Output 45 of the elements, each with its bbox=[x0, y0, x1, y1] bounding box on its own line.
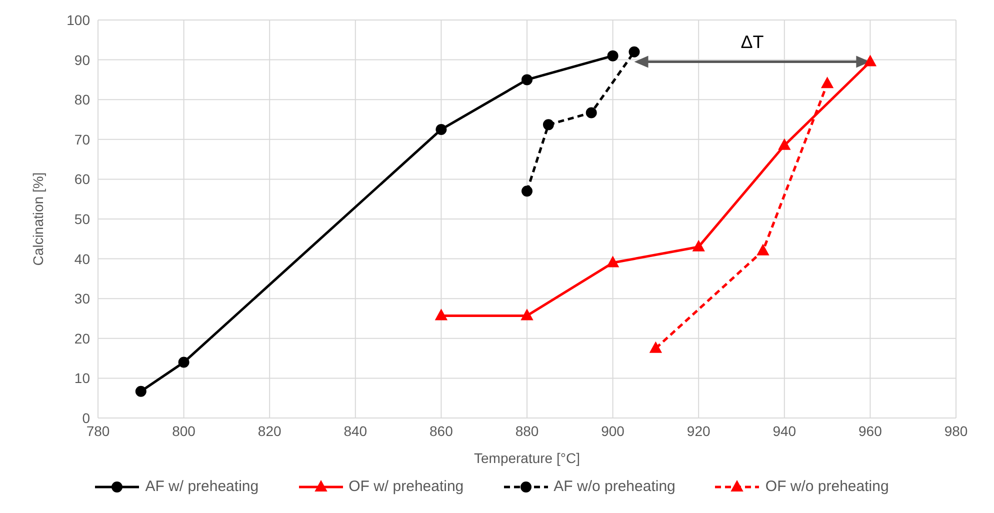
point bbox=[864, 55, 876, 66]
x-tick-label: 880 bbox=[515, 422, 539, 439]
annotation: ΔT bbox=[740, 32, 764, 52]
y-tick-label: 90 bbox=[74, 52, 90, 68]
x-tick-label: 860 bbox=[430, 422, 454, 439]
point bbox=[522, 186, 532, 197]
x-tick-label: 820 bbox=[258, 422, 282, 439]
legend-label: OF w/ preheating bbox=[348, 478, 464, 495]
x-tick-label: 980 bbox=[944, 422, 968, 439]
x-tick-label: 920 bbox=[686, 422, 710, 439]
point bbox=[606, 256, 619, 268]
point bbox=[522, 74, 532, 86]
x-tick-label: 840 bbox=[344, 422, 368, 439]
point bbox=[435, 309, 448, 320]
point bbox=[521, 309, 533, 320]
point bbox=[607, 50, 618, 62]
point bbox=[756, 244, 769, 256]
y-tick-label: 60 bbox=[74, 171, 90, 188]
point bbox=[436, 124, 447, 135]
y-tick-label: 10 bbox=[74, 370, 90, 386]
x-tick-label: 940 bbox=[772, 422, 796, 439]
point bbox=[586, 107, 597, 118]
point bbox=[135, 386, 146, 397]
point bbox=[542, 119, 554, 130]
y-tick-label: 50 bbox=[74, 210, 90, 227]
point bbox=[778, 138, 790, 150]
y-tick-label: 100 bbox=[66, 12, 90, 28]
x-tick-label: 900 bbox=[601, 422, 625, 439]
y-tick-label: 70 bbox=[74, 131, 90, 148]
y-tick-label: 80 bbox=[74, 92, 90, 108]
y-tick-label: 20 bbox=[74, 330, 90, 346]
point bbox=[650, 342, 662, 353]
legend-label: OF w/o preheating bbox=[765, 478, 889, 495]
point bbox=[692, 240, 705, 252]
legend-label: AF w/o preheating bbox=[554, 478, 676, 495]
point bbox=[821, 77, 834, 88]
point bbox=[628, 46, 640, 58]
point bbox=[178, 356, 190, 368]
y-tick-label: 30 bbox=[74, 290, 90, 307]
x-tick-label: 800 bbox=[172, 422, 196, 439]
legend-label: AF w/ preheating bbox=[145, 478, 259, 495]
y-tick-label: 40 bbox=[74, 250, 90, 267]
x-axis-title: Temperature [°C] bbox=[474, 450, 580, 466]
y-axis-title: Calcination [%] bbox=[30, 172, 46, 266]
x-tick-label: 960 bbox=[858, 422, 882, 439]
